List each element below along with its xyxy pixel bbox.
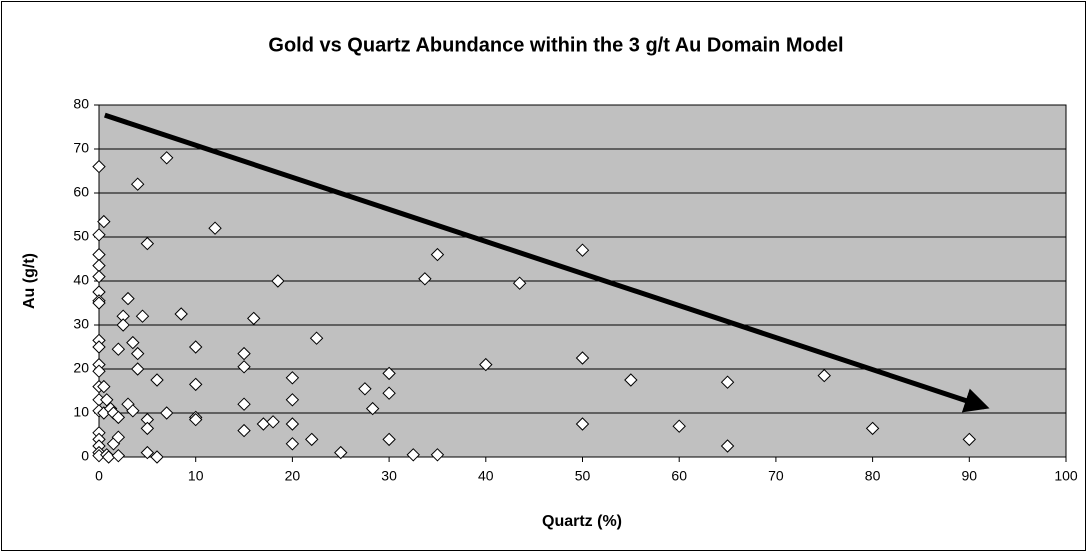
point xyxy=(111,410,126,425)
point xyxy=(512,276,527,290)
y-axis-label: Au (g/t) xyxy=(21,253,38,309)
point xyxy=(111,448,126,463)
point xyxy=(624,373,638,387)
x-tick-label: 100 xyxy=(1054,468,1078,484)
point xyxy=(111,430,126,444)
x-tick-label: 60 xyxy=(671,468,687,484)
point xyxy=(188,377,203,392)
point xyxy=(159,151,174,165)
x-tick-label: 50 xyxy=(575,468,591,484)
point xyxy=(720,375,735,389)
x-axis-label: Quartz (%) xyxy=(542,513,622,530)
point xyxy=(126,404,140,418)
point xyxy=(97,214,111,229)
y-tick-label: 30 xyxy=(73,316,89,332)
point xyxy=(247,311,261,326)
point xyxy=(382,432,396,447)
point xyxy=(720,439,735,453)
point xyxy=(92,228,106,242)
x-tick-label: 70 xyxy=(768,468,784,484)
point xyxy=(150,450,164,464)
point xyxy=(430,448,445,462)
point xyxy=(271,274,285,288)
point xyxy=(92,159,106,174)
point xyxy=(188,340,203,354)
point xyxy=(140,236,155,251)
point xyxy=(672,419,686,433)
point xyxy=(309,331,324,345)
point xyxy=(208,221,222,235)
point xyxy=(817,368,831,383)
x-tick-label: 80 xyxy=(865,468,881,484)
point xyxy=(382,386,396,400)
y-tick-label: 0 xyxy=(81,448,89,464)
point xyxy=(237,346,251,361)
point xyxy=(418,272,432,286)
point xyxy=(126,335,140,350)
point xyxy=(92,269,106,284)
chart-title: Gold vs Quartz Abundance within the 3 g/… xyxy=(268,34,843,56)
point xyxy=(479,357,493,372)
point xyxy=(174,307,188,321)
point xyxy=(92,340,106,354)
y-tick-label: 10 xyxy=(73,404,89,420)
point xyxy=(285,393,300,407)
point xyxy=(285,437,300,451)
point xyxy=(575,351,590,365)
point xyxy=(130,346,145,361)
x-tick-label: 20 xyxy=(285,468,301,484)
point xyxy=(406,448,420,462)
x-tick-label: 40 xyxy=(478,468,494,484)
point xyxy=(92,296,106,310)
point xyxy=(130,177,145,191)
point xyxy=(285,371,300,385)
point xyxy=(116,318,130,332)
point xyxy=(150,373,164,387)
point xyxy=(575,243,590,257)
y-tick-label: 70 xyxy=(73,140,89,156)
point xyxy=(334,445,348,460)
point xyxy=(237,360,251,374)
point xyxy=(382,366,396,381)
trend-arrow xyxy=(104,112,990,413)
point xyxy=(430,247,445,262)
point xyxy=(121,291,135,306)
x-tick-label: 90 xyxy=(962,468,978,484)
point xyxy=(962,432,977,447)
point xyxy=(865,421,880,436)
point xyxy=(111,342,126,356)
point xyxy=(92,364,106,378)
point xyxy=(140,421,155,436)
point xyxy=(135,309,150,323)
x-tick-label: 30 xyxy=(381,468,397,484)
point xyxy=(285,417,300,431)
y-tick-label: 80 xyxy=(73,96,89,112)
y-tick-label: 20 xyxy=(73,360,89,376)
y-tick-label: 50 xyxy=(73,228,89,244)
point xyxy=(188,412,203,427)
point xyxy=(237,397,251,411)
point xyxy=(97,379,111,394)
point xyxy=(305,432,319,447)
x-tick-label: 0 xyxy=(95,468,103,484)
point xyxy=(365,401,380,416)
point xyxy=(575,417,590,431)
x-tick-label: 10 xyxy=(188,468,204,484)
point xyxy=(266,415,280,429)
point xyxy=(140,445,155,460)
point xyxy=(159,406,174,420)
point xyxy=(237,423,251,438)
point xyxy=(358,382,372,396)
point xyxy=(130,362,145,376)
y-tick-label: 60 xyxy=(73,184,89,200)
y-tick-label: 40 xyxy=(73,272,89,288)
